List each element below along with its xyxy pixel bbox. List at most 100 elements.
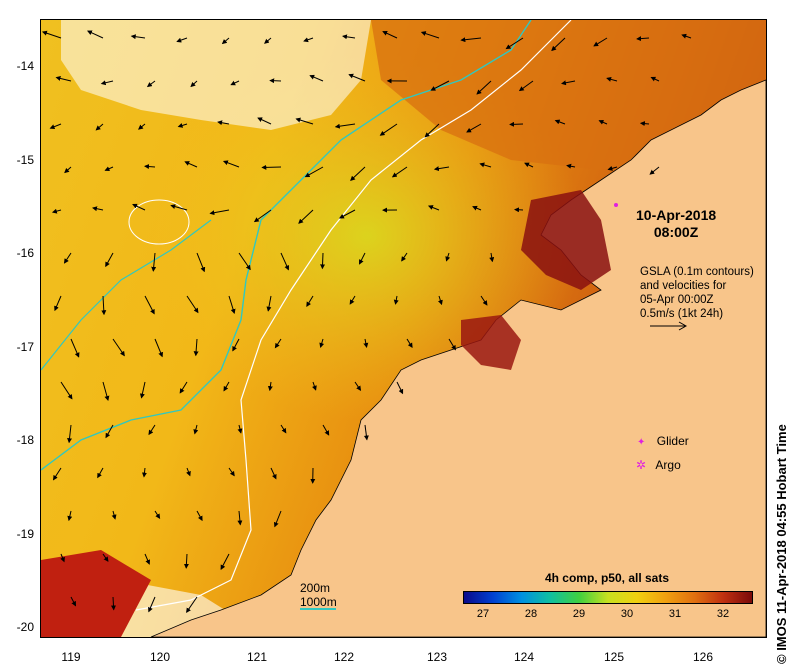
velocity-arrow bbox=[209, 209, 230, 216]
velocity-arrow bbox=[566, 163, 576, 169]
velocity-arrow bbox=[238, 252, 251, 271]
velocity-arrow bbox=[274, 338, 282, 349]
velocity-arrow bbox=[51, 208, 62, 214]
isobath-1000-swatch bbox=[300, 608, 336, 610]
x-tick-label: 120 bbox=[149, 650, 171, 664]
velocity-arrow bbox=[63, 252, 72, 264]
x-tick-label: 119 bbox=[61, 650, 81, 664]
velocity-arrow bbox=[382, 31, 398, 39]
y-tick-label: -18 bbox=[16, 433, 34, 447]
velocity-arrows bbox=[41, 30, 692, 614]
velocity-arrow bbox=[606, 76, 618, 82]
velocity-arrow bbox=[396, 381, 404, 395]
velocity-arrow bbox=[110, 596, 116, 611]
velocity-arrow bbox=[363, 338, 369, 348]
colorbar-title: 4h comp, p50, all sats bbox=[544, 571, 670, 585]
velocity-arrow bbox=[193, 424, 199, 435]
timestamp-label: 10-Apr-2018 08:00Z bbox=[636, 207, 716, 241]
x-tick-label: 122 bbox=[333, 650, 355, 664]
velocity-arrow bbox=[228, 295, 236, 315]
velocity-arrow bbox=[196, 510, 203, 522]
legend-glider-label: Glider bbox=[656, 434, 689, 448]
velocity-arrow bbox=[650, 76, 660, 82]
velocity-arrow bbox=[138, 123, 146, 130]
velocity-arrow bbox=[49, 123, 62, 130]
colorbar-tick: 29 bbox=[572, 608, 586, 620]
velocity-arrow bbox=[322, 424, 330, 436]
velocity-arrow bbox=[148, 596, 156, 613]
velocity-arrow bbox=[100, 80, 114, 86]
velocity-arrow bbox=[111, 510, 117, 520]
velocity-arrow bbox=[681, 33, 692, 39]
velocity-arrow bbox=[342, 34, 356, 40]
coastal-warm-anomaly bbox=[521, 190, 611, 290]
velocity-arrow bbox=[518, 80, 534, 92]
velocity-arrow bbox=[112, 338, 125, 357]
velocity-arrow bbox=[64, 166, 72, 174]
velocity-arrow bbox=[267, 381, 273, 392]
velocity-arrow bbox=[649, 166, 660, 175]
velocity-arrow bbox=[445, 252, 451, 262]
velocity-arrow bbox=[295, 117, 314, 125]
velocity-arrow bbox=[179, 381, 188, 394]
velocity-arrow bbox=[139, 381, 146, 399]
velocity-arrow bbox=[222, 160, 240, 168]
velocity-arrow bbox=[309, 74, 324, 82]
colorbar-tick: 32 bbox=[716, 608, 730, 620]
sst-map bbox=[41, 20, 766, 637]
colorbar-tick: 27 bbox=[476, 608, 490, 620]
argo-symbol-icon: ✲ bbox=[636, 458, 647, 472]
y-tick-label: -17 bbox=[16, 340, 34, 354]
velocity-arrow bbox=[401, 252, 408, 262]
velocity-arrow bbox=[193, 338, 199, 357]
velocity-arrow bbox=[424, 123, 440, 138]
velocity-arrow bbox=[270, 467, 277, 480]
velocity-arrow bbox=[55, 76, 72, 82]
velocity-arrow bbox=[551, 37, 566, 52]
velocity-arrow bbox=[354, 381, 362, 392]
velocity-arrow bbox=[466, 123, 482, 133]
velocity-arrow bbox=[261, 164, 282, 170]
velocity-arrow bbox=[280, 424, 287, 434]
velocity-arrow bbox=[312, 381, 317, 391]
velocity-arrow bbox=[379, 123, 398, 136]
velocity-arrow bbox=[151, 252, 157, 272]
credit-label: © IMOS 11-Apr-2018 04:55 Hobart Time bbox=[774, 424, 789, 664]
velocity-arrow bbox=[269, 78, 282, 84]
velocity-arrow bbox=[509, 121, 524, 127]
velocity-arrow bbox=[104, 166, 114, 172]
isobath-1000m-west bbox=[41, 219, 212, 371]
velocity-arrow bbox=[154, 338, 163, 358]
velocity-arrow bbox=[176, 37, 188, 43]
isobath-1000m bbox=[41, 20, 532, 471]
velocity-arrow bbox=[266, 295, 272, 312]
velocity-arrow bbox=[177, 123, 188, 128]
velocity-arrow bbox=[67, 424, 73, 444]
velocity-arrow bbox=[146, 80, 156, 88]
x-tick-label: 123 bbox=[426, 650, 448, 664]
velocity-arrow bbox=[561, 80, 576, 86]
velocity-arrow bbox=[514, 207, 524, 213]
velocity-arrow bbox=[253, 209, 272, 223]
velocity-arrow bbox=[593, 37, 608, 47]
coastal-warm-anomaly-south bbox=[461, 315, 521, 370]
map-panel bbox=[40, 19, 767, 638]
velocity-arrow bbox=[476, 80, 492, 95]
velocity-arrow bbox=[144, 164, 156, 170]
velocity-arrow bbox=[148, 424, 156, 436]
velocity-arrow bbox=[230, 80, 240, 86]
colorbar-tick: 28 bbox=[524, 608, 538, 620]
timestamp-date: 10-Apr-2018 bbox=[636, 207, 717, 223]
velocity-arrow bbox=[306, 295, 314, 307]
velocity-arrow bbox=[639, 121, 650, 127]
cloud-mask-north bbox=[61, 20, 371, 130]
velocity-arrow bbox=[264, 37, 272, 44]
velocity-arrow bbox=[280, 252, 290, 271]
annotation-line: GSLA (0.1m contours) bbox=[640, 266, 754, 278]
velocity-arrow bbox=[420, 31, 440, 39]
velocity-arrow bbox=[472, 205, 482, 211]
x-tick-label: 121 bbox=[246, 650, 268, 664]
velocity-arrow bbox=[298, 209, 314, 224]
velocity-arrow bbox=[505, 37, 524, 50]
y-tick-label: -16 bbox=[16, 246, 34, 260]
